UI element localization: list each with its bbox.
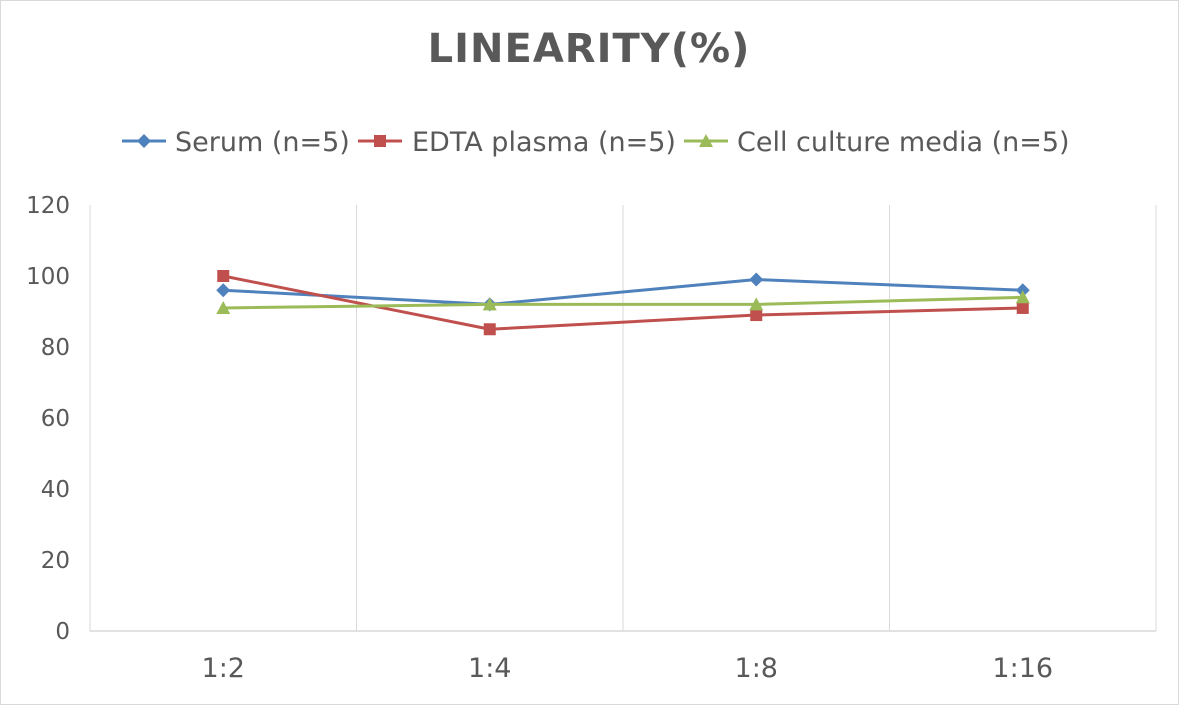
y-tick-label: 60 [41,406,70,432]
y-tick-label: 80 [41,335,70,361]
series-cell-culture-media-n-5 [216,290,1030,314]
data-point [482,297,497,311]
x-tick-label: 1:2 [202,653,245,684]
data-point [749,272,764,287]
series-line [221,278,1025,306]
legend-item-cell-culture-media-n-5: Cell culture media (n=5) [684,127,1070,158]
data-point [483,323,496,336]
series-line [221,274,1025,331]
y-tick-labels: 0 20 40 60 80 100 120 [26,193,70,645]
data-point [1015,283,1030,298]
data-point [749,297,764,311]
x-tick-label: 1:4 [468,653,511,684]
series-edta-plasma-n-5 [217,270,1029,336]
x-tick-label: 1:8 [735,653,778,684]
data-point [1016,301,1029,314]
x-tick-label: 1:16 [992,653,1053,684]
data-point [216,283,231,298]
y-tick-label: 40 [41,477,70,503]
legend-label: Serum (n=5) [175,127,350,158]
series-lines [216,270,1030,336]
y-tick-label: 100 [26,264,70,290]
y-tick-label: 120 [26,193,70,219]
data-point [217,270,230,282]
legend-item-edta-plasma-n-5: EDTA plasma (n=5) [358,127,676,158]
data-point [216,300,231,314]
legend-label: Cell culture media (n=5) [737,127,1070,158]
series-line [221,295,1025,310]
legend-marker [374,135,386,147]
legend-marker [137,134,151,148]
chart-title: LINEARITY(%) [428,26,751,72]
legend-item-serum-n-5: Serum (n=5) [122,127,350,158]
legend: Serum (n=5) EDTA plasma (n=5) Cell culture… [122,127,1070,158]
y-tick-label: 0 [55,619,70,645]
y-tick-label: 20 [41,548,70,574]
data-point [1015,290,1030,304]
legend-marker [699,134,713,147]
data-point [750,309,763,322]
x-tick-labels: 1:2 1:4 1:8 1:16 [202,653,1054,684]
gridlines [89,205,1157,631]
legend-label: EDTA plasma (n=5) [412,127,676,158]
